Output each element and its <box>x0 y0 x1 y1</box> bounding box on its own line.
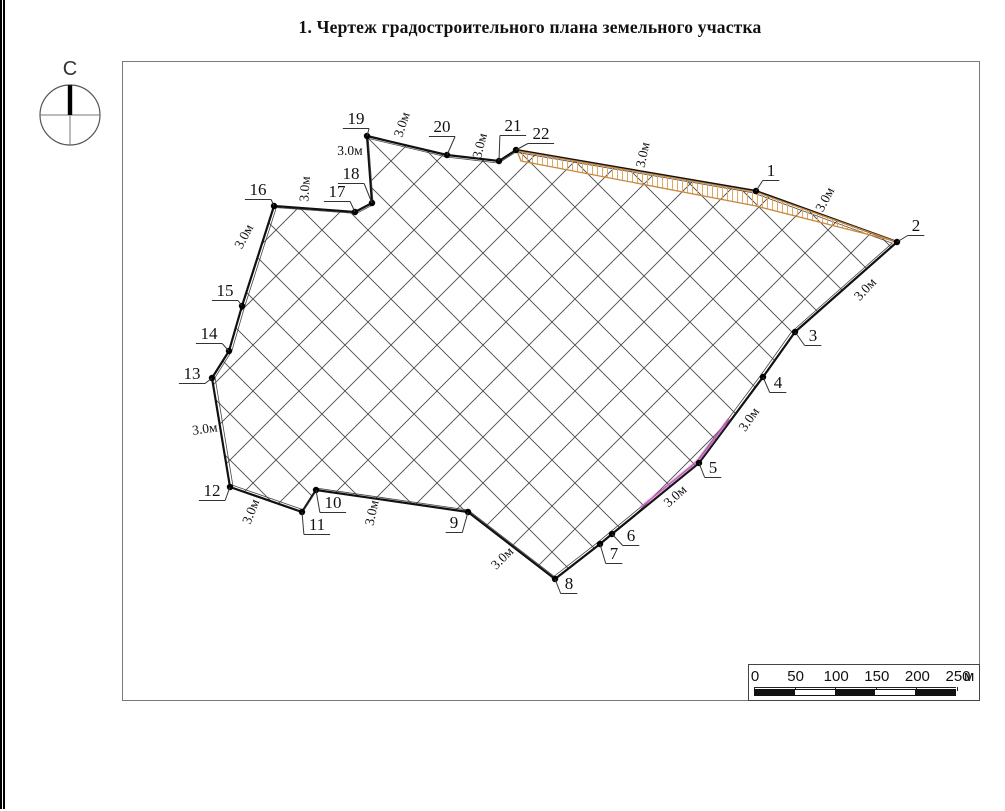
scale-segment <box>795 690 835 695</box>
vertex-number: 6 <box>627 526 636 545</box>
vertex-number: 10 <box>325 493 342 512</box>
vertex-12: 12 <box>198 481 234 501</box>
vertex-10: 10 <box>312 486 347 513</box>
vertex-number: 19 <box>348 109 365 128</box>
vertex-17: 17 <box>323 182 359 216</box>
scale-rule <box>754 687 958 691</box>
scale-unit-label: м <box>964 668 975 685</box>
setback-distance-label: 3.0м <box>362 498 382 526</box>
vertex-number: 15 <box>217 281 234 300</box>
scale-segment <box>755 690 795 695</box>
setback-distance-label: 3.0м <box>191 419 219 437</box>
scale-segment <box>835 690 875 695</box>
vertex-number: 2 <box>912 216 921 235</box>
scale-tick-label: 0 <box>750 668 760 685</box>
vertex-number: 5 <box>709 458 718 477</box>
orange-easement-strip <box>516 150 895 242</box>
vertex-number: 16 <box>250 180 267 199</box>
setback-distance-label: 3.0м <box>337 143 363 158</box>
setback-distance-label: 3.0м <box>239 496 263 526</box>
compass-north-label: С <box>62 58 78 80</box>
vertex-22: 22 <box>512 124 555 154</box>
setback-distance-label: 3.0м <box>633 140 653 168</box>
vertex-number: 21 <box>505 116 522 135</box>
vertex-number: 1 <box>767 161 776 180</box>
vertex-number: 12 <box>204 481 221 500</box>
vertex-number: 14 <box>201 324 219 343</box>
vertex-8: 8 <box>551 574 578 594</box>
compass-icon <box>39 84 101 146</box>
vertex-6: 6 <box>608 526 640 546</box>
setback-distance-label: 3.0м <box>812 184 837 214</box>
scale-tick-label: 100 <box>823 668 849 685</box>
vertex-15: 15 <box>211 281 246 310</box>
vertex-number: 3 <box>809 326 818 345</box>
scale-tick-label: 50 <box>787 668 804 685</box>
vertex-number: 8 <box>565 574 574 593</box>
vertex-16: 16 <box>244 180 278 210</box>
scale-tick-label: 150 <box>864 668 890 685</box>
vertex-13: 13 <box>178 364 216 384</box>
scale-tick-label: 250 <box>945 668 971 685</box>
vertex-number: 9 <box>450 513 459 532</box>
setback-distance-label: 3.0м <box>488 543 517 572</box>
scale-tick-label: 200 <box>904 668 930 685</box>
vertex-number: 7 <box>610 544 619 563</box>
vertex-number: 13 <box>184 364 201 383</box>
vertex-number: 17 <box>329 182 347 201</box>
vertex-18: 18 <box>337 164 376 207</box>
page-binding-lines <box>0 0 5 809</box>
vertex-9: 9 <box>445 508 472 533</box>
scale-bar-segments <box>754 689 956 696</box>
scale-segment <box>875 690 915 695</box>
vertex-number: 22 <box>533 124 550 143</box>
vertex-11: 11 <box>298 508 331 535</box>
page-title: 1. Чертеж градостроительного плана земел… <box>298 17 762 37</box>
vertex-1: 1 <box>752 161 780 195</box>
vertex-3: 3 <box>791 326 822 346</box>
setback-distance-label: 3.0м <box>391 110 413 139</box>
setback-distance-label: 3.0м <box>469 131 490 160</box>
vertex-7: 7 <box>596 540 623 564</box>
vertex-number: 11 <box>309 515 325 534</box>
vertex-4: 4 <box>759 373 787 393</box>
setback-distance-label: 3.0м <box>296 175 313 202</box>
vertex-14: 14 <box>195 324 233 355</box>
vertex-5: 5 <box>695 458 722 478</box>
scale-segment <box>915 690 955 695</box>
vertex-number: 4 <box>774 373 783 392</box>
vertex-20: 20 <box>428 117 456 159</box>
vertex-number: 18 <box>343 164 360 183</box>
scale-bar: м 0 50 100 150 200 250 <box>748 664 980 701</box>
compass: С <box>35 58 105 150</box>
vertex-2: 2 <box>893 216 925 246</box>
vertex-21: 21 <box>495 116 527 165</box>
vertex-19: 19 <box>342 109 371 140</box>
vertex-number: 20 <box>434 117 451 136</box>
setback-distance-label: 3.0м <box>231 221 256 251</box>
